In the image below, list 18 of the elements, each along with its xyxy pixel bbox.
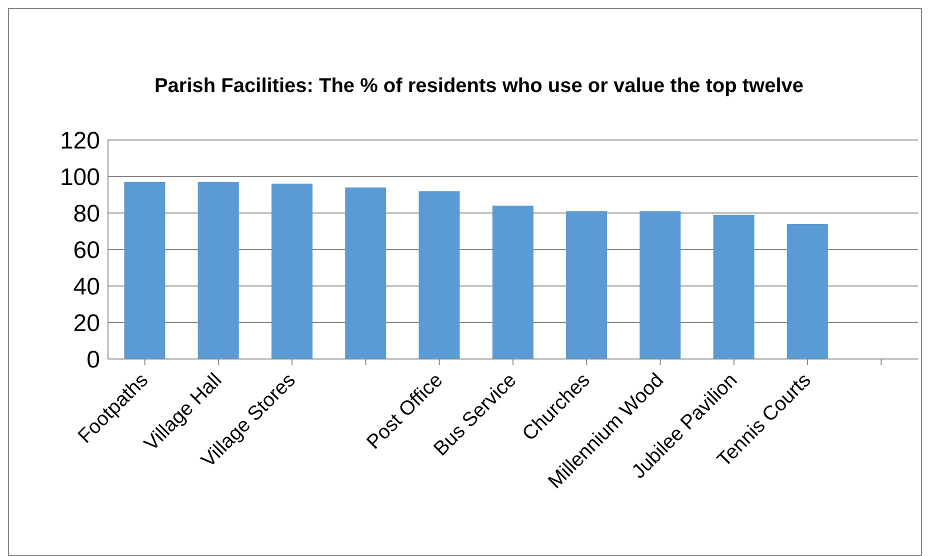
bar (124, 182, 166, 359)
bar (198, 182, 239, 359)
y-tick-label: 0 (86, 346, 100, 374)
bar (271, 184, 312, 359)
bar (345, 187, 386, 359)
y-tick-label: 60 (73, 237, 100, 264)
bar (786, 224, 828, 359)
chart-title: Parish Facilities: The % of residents who use or value the top twelve (153, 74, 805, 99)
y-tick-label: 80 (73, 200, 100, 228)
bar (713, 214, 754, 359)
y-tick-label: 20 (73, 310, 100, 338)
y-tick-label: 100 (60, 164, 100, 192)
y-tick-label: 120 (60, 128, 100, 155)
bar (492, 206, 534, 359)
y-tick-label: 40 (73, 274, 100, 301)
bar (566, 211, 608, 359)
bar (418, 191, 460, 359)
bar (640, 211, 681, 359)
